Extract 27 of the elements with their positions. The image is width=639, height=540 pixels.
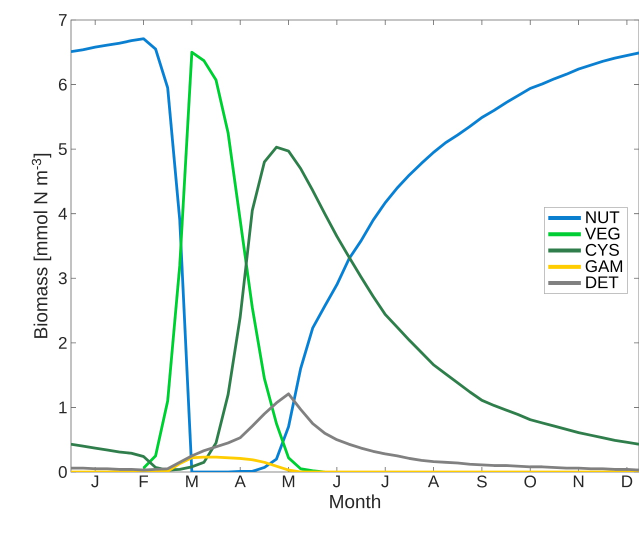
- x-tick-label: M: [282, 476, 294, 488]
- x-tick-label: A: [234, 476, 246, 488]
- y-tick-label: 0: [58, 466, 67, 478]
- x-tick-label: A: [428, 476, 440, 488]
- legend-label: GAM: [586, 260, 622, 272]
- legend-label: CYS: [586, 244, 619, 256]
- x-tick-label: O: [524, 476, 536, 488]
- x-tick-label: J: [332, 476, 340, 488]
- legend-label: NUT: [586, 211, 620, 224]
- y-tick-label: 6: [58, 78, 67, 91]
- y-tick-label: 3: [58, 272, 67, 284]
- y-tick-label: 4: [58, 208, 67, 220]
- x-tick-label: F: [140, 476, 148, 488]
- x-tick-label: D: [622, 476, 632, 488]
- x-tick-label: J: [91, 476, 98, 488]
- x-tick-label: J: [381, 476, 388, 488]
- legend-label: DET: [586, 276, 618, 288]
- x-tick-label: S: [477, 476, 487, 488]
- x-tick-label: M: [186, 476, 198, 488]
- legend-label: VEG: [584, 228, 620, 240]
- x-tick-label: N: [574, 476, 584, 488]
- y-tick-label: 7: [58, 14, 67, 26]
- y-tick-label: 5: [58, 143, 67, 156]
- y-tick-label: 2: [58, 336, 67, 349]
- y-axis-title: Biomass [mmol N m$^{-3}$]: [32, 154, 52, 338]
- x-axis-title: Month: [330, 494, 380, 508]
- y-tick-label: 1: [59, 402, 67, 414]
